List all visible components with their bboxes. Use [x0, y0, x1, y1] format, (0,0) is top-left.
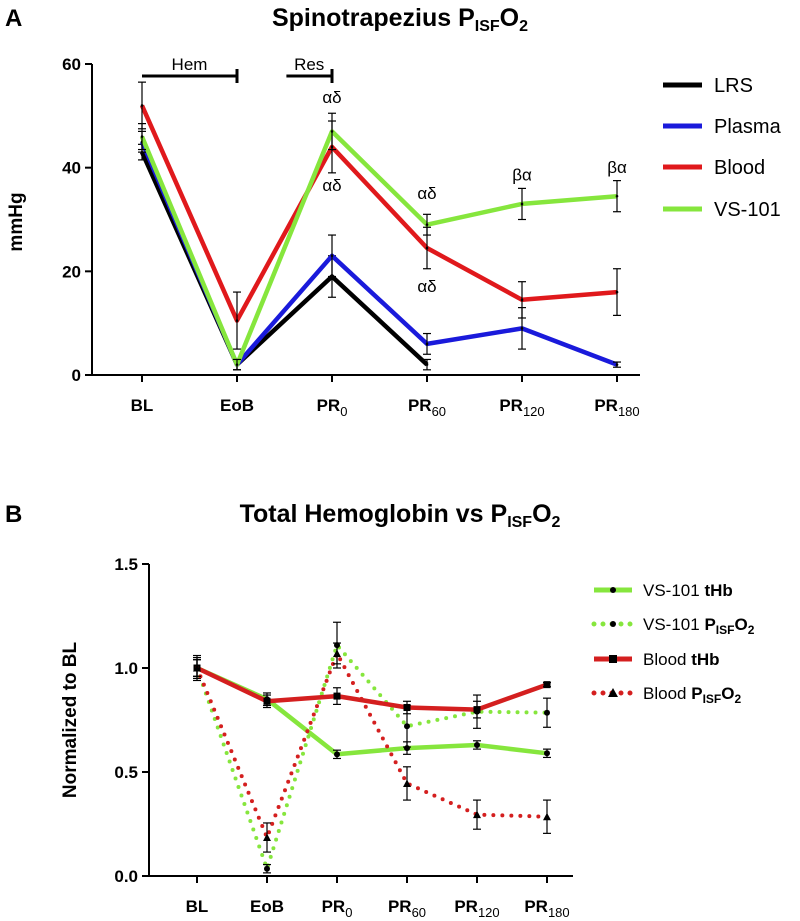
- panel-a-annotation: βα: [512, 166, 532, 185]
- panel-b-letter: B: [5, 501, 22, 528]
- panel-a-marker-blood: [235, 319, 239, 322]
- panel-a-marker-plasma: [425, 342, 429, 346]
- legend-item-lrs: LRS: [663, 75, 753, 97]
- legend-label-plasma: Plasma: [714, 116, 782, 138]
- legend-item-blood: Blood: [663, 157, 765, 179]
- legend-label-vs101-thb: VS-101 tHb: [643, 581, 733, 600]
- panel-b-legend: VS-101 tHb VS-101 PISFO2 Blood tHb Blood…: [591, 581, 755, 706]
- panel-a-annotation: αδ: [417, 184, 436, 203]
- legend-marker-vs101-pisfo2: [610, 621, 616, 627]
- panel-a-y-tick-label: 40: [62, 159, 81, 178]
- panel-a-marker-vs-101: [425, 223, 429, 226]
- panel-b-marker-blood-pisf: [473, 810, 481, 819]
- legend-item-plasma: Plasma: [663, 116, 782, 138]
- panel-a-plot: 0 20 40 60 BL EoB PR0 PR60 PR120 PR180 Hem Res αδ αδ α…: [62, 55, 640, 419]
- panel-a-y-tick-label: 0: [72, 366, 81, 385]
- panel-b-marker-blood-thb: [473, 706, 481, 714]
- legend-item-blood-pisfo2: Blood PISFO2: [591, 684, 741, 706]
- panel-b-title: Total Hemoglobin vs PISFO2: [240, 500, 561, 531]
- panel-a-marker-blood: [140, 104, 144, 107]
- panel-b-y-tick-label: 1.0: [114, 659, 138, 678]
- panel-a-marker-lrs: [425, 363, 429, 366]
- panel-b-marker-vs-101-thb: [334, 751, 340, 758]
- panel-a-annotation: βα: [607, 158, 627, 177]
- panel-a-marker-blood: [425, 246, 429, 250]
- panel-b-marker-vs-101-pisf: [544, 709, 550, 716]
- panel-b-series-line-vs-101-thb: [196, 665, 548, 757]
- panel-b-marker-blood-pisf: [193, 664, 201, 672]
- panel-a-title: Spinotrapezius PISFO2: [272, 4, 528, 35]
- panel-b-y-axis-label: Normalized to BL: [60, 641, 81, 798]
- panel-b-marker-blood-pisf: [403, 779, 411, 787]
- panel-a-marker-vs-101: [520, 202, 524, 206]
- panel-b-x-tick-label-eob: EoB: [250, 897, 284, 916]
- panel-b-marker-vs-101-pisf: [264, 865, 270, 872]
- legend-label-vs101: VS-101: [714, 199, 781, 221]
- panel-b-series-line-blood-thb: [196, 665, 548, 712]
- panel-a-marker-vs-101: [140, 135, 144, 138]
- panel-b-marker-blood-pisf: [543, 812, 551, 821]
- panel-a-y-axis-label: mmHg: [6, 192, 27, 251]
- panel-a-series-line-vs-101: [139, 129, 618, 367]
- panel-b-x-tick-label-pr180: PR180: [524, 897, 569, 920]
- panel-a-x-tick-label-bl: BL: [131, 396, 154, 415]
- legend-label-lrs: LRS: [714, 75, 753, 97]
- panel-b-marker-vs-101-thb: [474, 741, 480, 748]
- panel-a-marker-plasma: [615, 363, 619, 366]
- panel-a-x-tick-label-pr0: PR0: [317, 396, 348, 419]
- legend-marker-blood-thb: [609, 655, 617, 663]
- panel-b-x-tick-label-bl: BL: [186, 897, 209, 916]
- panel-b-marker-blood-thb: [543, 681, 551, 689]
- legend-label-blood: Blood: [714, 157, 765, 179]
- panel-a-annotation: αδ: [322, 176, 341, 195]
- panel-b-marker-blood-thb: [333, 692, 341, 700]
- panel-a-marker-vs-101: [235, 363, 239, 366]
- panel-b-marker-blood-thb: [403, 704, 411, 712]
- legend-label-blood-pisfo2: Blood PISFO2: [643, 684, 741, 706]
- panel-a-x-tick-label-pr60: PR60: [408, 396, 446, 419]
- legend-label-vs101-pisfo2: VS-101 PISFO2: [643, 615, 755, 637]
- panel-a-x-tick-label-pr120: PR120: [499, 396, 544, 419]
- panel-a-x-tick-label-eob: EoB: [220, 396, 254, 415]
- panel-a-marker-blood: [615, 290, 619, 294]
- panel-b-marker-blood-pisf: [263, 833, 271, 842]
- panel-a-marker-vs-101: [615, 194, 619, 198]
- panel-a-letter: A: [5, 5, 22, 32]
- legend-item-vs101: VS-101: [663, 199, 781, 221]
- panel-a-annotation: αδ: [417, 277, 436, 296]
- legend-marker-vs101-thb: [610, 587, 616, 593]
- panel-b-marker-blood-thb: [263, 697, 271, 705]
- panel-b-x-tick-label-pr60: PR60: [388, 897, 426, 920]
- panel-a-y-tick-label: 60: [62, 55, 81, 74]
- legend-item-blood-thb: Blood tHb: [594, 650, 720, 669]
- panel-b-series-line-blood-pisf: [195, 651, 549, 840]
- panel-a-y-tick-label: 20: [62, 262, 81, 281]
- panel-a-marker-plasma: [520, 327, 524, 330]
- panel-a-bracket-label-res: Res: [294, 55, 324, 74]
- panel-a-marker-vs-101: [330, 130, 334, 133]
- legend-label-blood-thb: Blood tHb: [643, 650, 720, 669]
- panel-b-y-tick-label: 0.5: [114, 763, 138, 782]
- legend-marker-blood-pisfo2: [608, 688, 618, 697]
- panel-b-marker-vs-101-thb: [544, 750, 550, 757]
- panel-b-y-tick-label: 0.0: [114, 867, 138, 886]
- panel-a-legend: LRS Plasma Blood VS-101: [663, 75, 782, 221]
- panel-a-annotation: αδ: [322, 88, 341, 107]
- legend-item-vs101-pisfo2: VS-101 PISFO2: [591, 615, 755, 637]
- panel-b-x-tick-label-pr120: PR120: [454, 897, 499, 920]
- panel-a-bracket-label-hem: Hem: [172, 55, 208, 74]
- panel-a-x-tick-label-pr180: PR180: [594, 396, 639, 419]
- panel-a-marker-plasma: [330, 254, 334, 258]
- panel-b-marker-blood-pisf: [333, 649, 341, 657]
- legend-item-vs101-thb: VS-101 tHb: [594, 581, 733, 600]
- panel-b-plot: 0.0 0.5 1.0 1.5 BL EoB PR0 PR60 PR120 PR180: [114, 555, 573, 920]
- panel-a-marker-blood: [520, 298, 524, 302]
- panel-a-series-line-blood: [139, 104, 618, 323]
- panel-b-x-tick-label-pr0: PR0: [322, 897, 353, 920]
- panel-b-y-tick-label: 1.5: [114, 555, 138, 574]
- panel-b-series-line-vs-101-pisf: [195, 643, 549, 871]
- panel-b-marker-vs-101-pisf: [404, 723, 410, 730]
